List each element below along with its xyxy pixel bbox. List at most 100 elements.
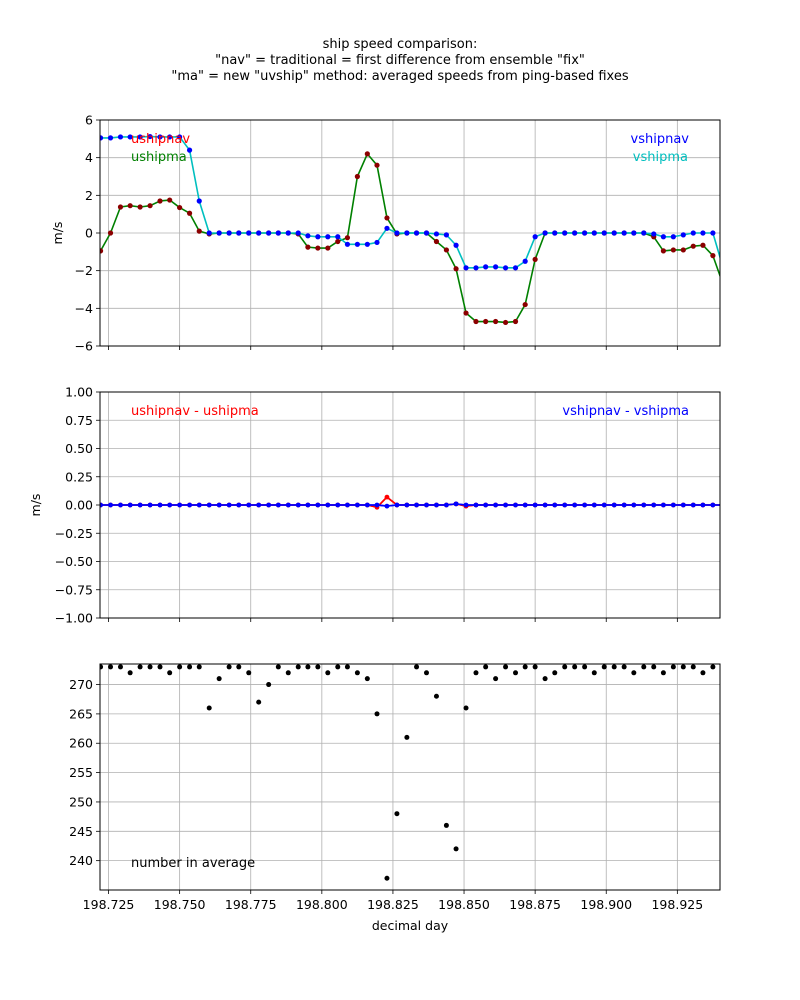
data-point (513, 502, 518, 508)
data-point (384, 215, 390, 221)
data-point (522, 301, 528, 308)
data-point (394, 502, 400, 508)
data-point (108, 502, 113, 508)
data-point (305, 502, 311, 508)
data-point (641, 502, 647, 508)
y-tick-label: 2 (85, 188, 93, 203)
data-point (443, 247, 450, 253)
data-point (374, 162, 380, 168)
data-point (512, 265, 519, 271)
data-point (315, 664, 321, 670)
data-point (532, 256, 538, 262)
data-point (423, 670, 429, 676)
data-point (335, 234, 341, 240)
data-point (285, 670, 291, 676)
data-point (542, 502, 548, 508)
data-point (344, 235, 351, 241)
y-tick-label: 0 (85, 226, 93, 241)
data-point (275, 230, 281, 236)
data-point (344, 241, 351, 247)
y-axis-label: m/s (50, 222, 65, 245)
series-vshipma (100, 135, 720, 269)
data-point (246, 230, 252, 236)
data-point (325, 245, 331, 251)
x-tick-label: 198.875 (509, 897, 561, 912)
data-point (216, 230, 222, 236)
speeds-panel: −6 −4 −2 0 2 4 6 m/s ushipnav ushipma vshipnav vshi… (50, 113, 721, 354)
data-point (433, 231, 440, 237)
data-point (315, 234, 321, 240)
data-point (226, 502, 232, 508)
data-point (690, 502, 696, 508)
y-tick-label: 260 (69, 736, 93, 751)
y-tick-label: 0.75 (65, 413, 93, 428)
data-point (344, 664, 350, 670)
data-point (483, 664, 489, 670)
data-point (364, 502, 370, 508)
y-tick-label: −0.25 (55, 526, 93, 541)
data-point (364, 241, 370, 247)
data-point (186, 147, 193, 153)
data-point (690, 243, 696, 249)
data-point (631, 670, 637, 676)
data-point (187, 502, 192, 508)
data-point (513, 670, 519, 676)
annotation-label: ushipnav (131, 132, 190, 147)
data-point (374, 239, 380, 246)
title-line-2: "nav" = traditional = first difference f… (215, 53, 585, 68)
data-point (453, 266, 459, 272)
plot-area (100, 494, 720, 510)
data-point (117, 664, 123, 670)
data-point (127, 502, 133, 508)
data-point (522, 664, 528, 670)
data-point (177, 502, 183, 508)
x-tick-label: 198.900 (580, 897, 632, 912)
data-point (100, 502, 103, 508)
data-point (483, 318, 489, 325)
plot-area (100, 664, 716, 881)
data-point (444, 502, 449, 508)
annotation-label: number in average (131, 856, 255, 871)
data-point (532, 664, 538, 670)
data-point (404, 734, 410, 740)
data-point (631, 502, 637, 508)
data-point (423, 230, 430, 236)
data-point (137, 134, 143, 140)
data-point (394, 811, 400, 817)
series-vshipnav (100, 133, 716, 271)
x-tick-label: 198.725 (83, 897, 135, 912)
data-point (522, 258, 528, 264)
data-point (641, 230, 647, 236)
title-line-1: ship speed comparison: (323, 37, 478, 52)
data-point (493, 264, 499, 270)
data-point (433, 693, 439, 699)
data-point (335, 238, 341, 245)
data-point (167, 502, 173, 508)
axes-frame (99, 663, 721, 891)
data-point (246, 670, 252, 676)
data-point (700, 230, 706, 236)
data-point (107, 230, 114, 236)
data-point (374, 502, 380, 508)
data-point (147, 203, 153, 209)
data-point (100, 664, 104, 670)
data-point (167, 197, 173, 203)
annotation-label: ushipnav - ushipma (131, 404, 259, 419)
data-point (611, 664, 617, 670)
data-point (127, 203, 133, 209)
data-point (345, 502, 350, 508)
data-point (502, 265, 509, 271)
data-point (414, 664, 420, 670)
data-point (374, 711, 380, 717)
x-tick-label: 198.800 (296, 897, 348, 912)
data-point (206, 502, 212, 508)
data-point (196, 664, 202, 670)
data-point (562, 664, 568, 670)
data-point (562, 502, 568, 508)
data-point (483, 502, 489, 508)
y-tick-label: −4 (75, 301, 93, 316)
data-point (522, 502, 528, 508)
data-point (137, 664, 143, 670)
